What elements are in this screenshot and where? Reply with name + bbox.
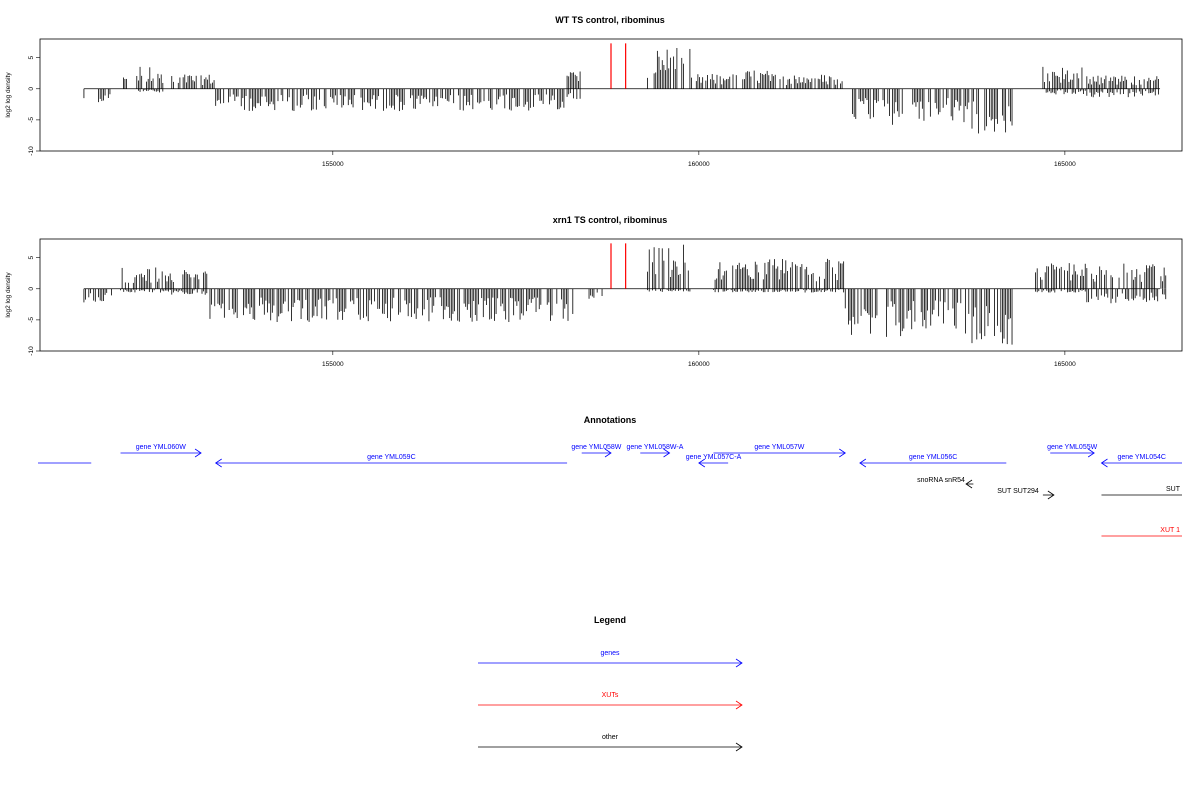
feature-arrowhead	[663, 448, 671, 458]
x-tick-label: 155000	[322, 361, 344, 368]
feature-arrowhead	[1100, 458, 1108, 468]
feature-label: gene YML054C	[1117, 454, 1166, 461]
wt-y-axis-label: log2 log density	[5, 72, 12, 118]
legend-items: genes XUTs other	[478, 650, 743, 752]
xrn1-chart-title: xrn1 TS control, ribominus	[553, 215, 668, 225]
legend-arrowhead	[735, 700, 743, 710]
legend-arrowhead	[735, 658, 743, 668]
feature-arrowhead	[214, 458, 222, 468]
wt-plot-area: 5 0 -5 -10 155000 160000 165000	[28, 38, 1183, 168]
xrn1-chart-panel: xrn1 TS control, ribominus log2 log dens…	[5, 215, 1183, 368]
feature-label: gene YML055W	[1047, 444, 1097, 451]
feature-label: gene YML058W-A	[626, 444, 683, 451]
feature-label: gene YML057C-A	[686, 454, 742, 461]
feature-arrowhead	[698, 458, 706, 468]
x-tick-label: 165000	[1054, 161, 1076, 168]
y-tick-label: 0	[28, 87, 35, 91]
y-tick-label: 0	[28, 287, 35, 291]
legend-label: XUTs	[602, 692, 619, 699]
x-tick-label: 160000	[688, 161, 710, 168]
plot-frame	[39, 38, 1183, 152]
legend-arrowhead	[735, 742, 743, 752]
annotations-title: Annotations	[584, 415, 637, 425]
wt-chart-panel: WT TS control, ribominus log2 log densit…	[5, 15, 1183, 168]
feature-arrowhead	[965, 479, 973, 489]
feature-label: gene YML057W	[754, 444, 804, 451]
plot-frame	[39, 238, 1183, 352]
feature-label: XUT 1	[1160, 527, 1180, 534]
feature-label: gene YML060W	[136, 444, 186, 451]
legend-title: Legend	[594, 615, 626, 625]
xrn1-y-axis-label: log2 log density	[5, 272, 12, 318]
annotation-features: gene YML060W gene YML059C gene YML058W gene…	[38, 444, 1182, 537]
feature-arrowhead	[1047, 490, 1055, 500]
density-bars	[83, 48, 1159, 134]
feature-label: gene YML059C	[367, 454, 416, 461]
feature-label: snoRNA snR54	[917, 477, 965, 484]
y-tick-label: -5	[28, 117, 35, 123]
y-tick-label: 5	[28, 255, 35, 259]
feature-arrowhead	[604, 448, 612, 458]
legend-panel: Legend genes XUTs other	[478, 615, 743, 752]
feature-arrowhead	[1087, 448, 1095, 458]
x-tick-label: 155000	[322, 161, 344, 168]
y-tick-label: -5	[28, 317, 35, 323]
feature-arrowhead	[839, 448, 846, 458]
legend-label: genes	[600, 650, 620, 657]
y-tick-label: 5	[28, 55, 35, 59]
x-tick-label: 160000	[688, 361, 710, 368]
y-tick-label: -10	[28, 146, 35, 156]
feature-arrowhead	[859, 458, 867, 468]
legend-label: other	[602, 734, 619, 741]
x-tick-label: 165000	[1054, 361, 1076, 368]
density-bars	[83, 244, 1167, 345]
wt-chart-title: WT TS control, ribominus	[555, 15, 665, 25]
feature-label: gene YML056C	[909, 454, 958, 461]
xrn1-plot-area: 5 0 -5 -10 155000 160000 165000	[28, 238, 1183, 368]
feature-label: gene YML058W	[571, 444, 621, 451]
y-tick-label: -10	[28, 346, 35, 356]
feature-label: SUT	[1166, 486, 1181, 493]
feature-arrowhead	[194, 448, 202, 458]
feature-label: SUT SUT294	[997, 488, 1039, 495]
